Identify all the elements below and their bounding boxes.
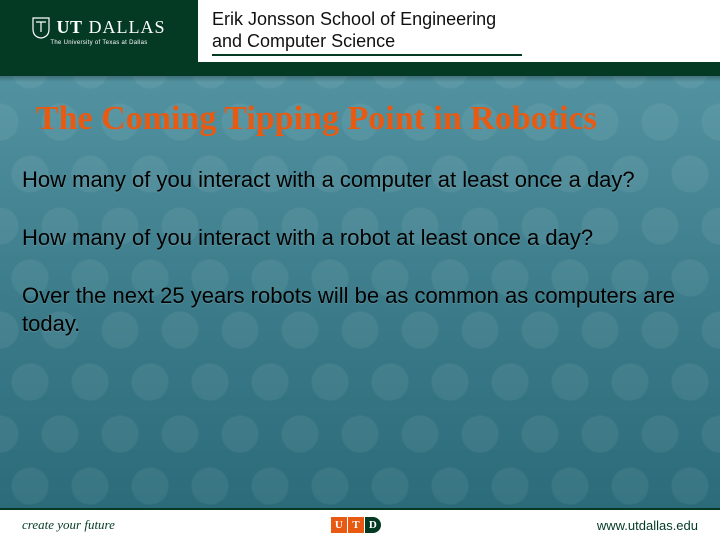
shield-icon — [32, 17, 50, 39]
paragraph-1: How many of you interact with a computer… — [22, 166, 698, 194]
logo-ut: UT — [56, 17, 82, 38]
school-name: Erik Jonsson School of Engineering and C… — [198, 0, 720, 56]
slide-title: The Coming Tipping Point in Robotics — [22, 100, 698, 138]
badge-d: D — [365, 517, 381, 533]
logo-block: UT DALLAS The University of Texas at Dal… — [0, 0, 198, 62]
logo-main: UT DALLAS — [32, 17, 165, 39]
logo-subtitle: The University of Texas at Dallas — [50, 40, 147, 46]
paragraph-2: How many of you interact with a robot at… — [22, 224, 698, 252]
title-band — [0, 62, 720, 76]
content: The Coming Tipping Point in Robotics How… — [0, 82, 720, 338]
header: UT DALLAS The University of Texas at Dal… — [0, 0, 720, 62]
school-underline — [212, 54, 522, 56]
badge-t: T — [348, 517, 364, 533]
utd-badge-icon: U T D — [331, 517, 381, 533]
paragraph-3: Over the next 25 years robots will be as… — [22, 282, 698, 338]
logo-dallas: DALLAS — [89, 17, 166, 38]
body-text: How many of you interact with a computer… — [22, 166, 698, 338]
footer-badge: U T D — [115, 517, 597, 533]
footer: create your future U T D www.utdallas.ed… — [0, 510, 720, 540]
footer-tagline: create your future — [22, 517, 115, 533]
school-line-2: and Computer Science — [212, 30, 720, 52]
school-line-1: Erik Jonsson School of Engineering — [212, 8, 720, 30]
badge-u: U — [331, 517, 347, 533]
footer-url: www.utdallas.edu — [597, 518, 698, 533]
slide: UT DALLAS The University of Texas at Dal… — [0, 0, 720, 540]
